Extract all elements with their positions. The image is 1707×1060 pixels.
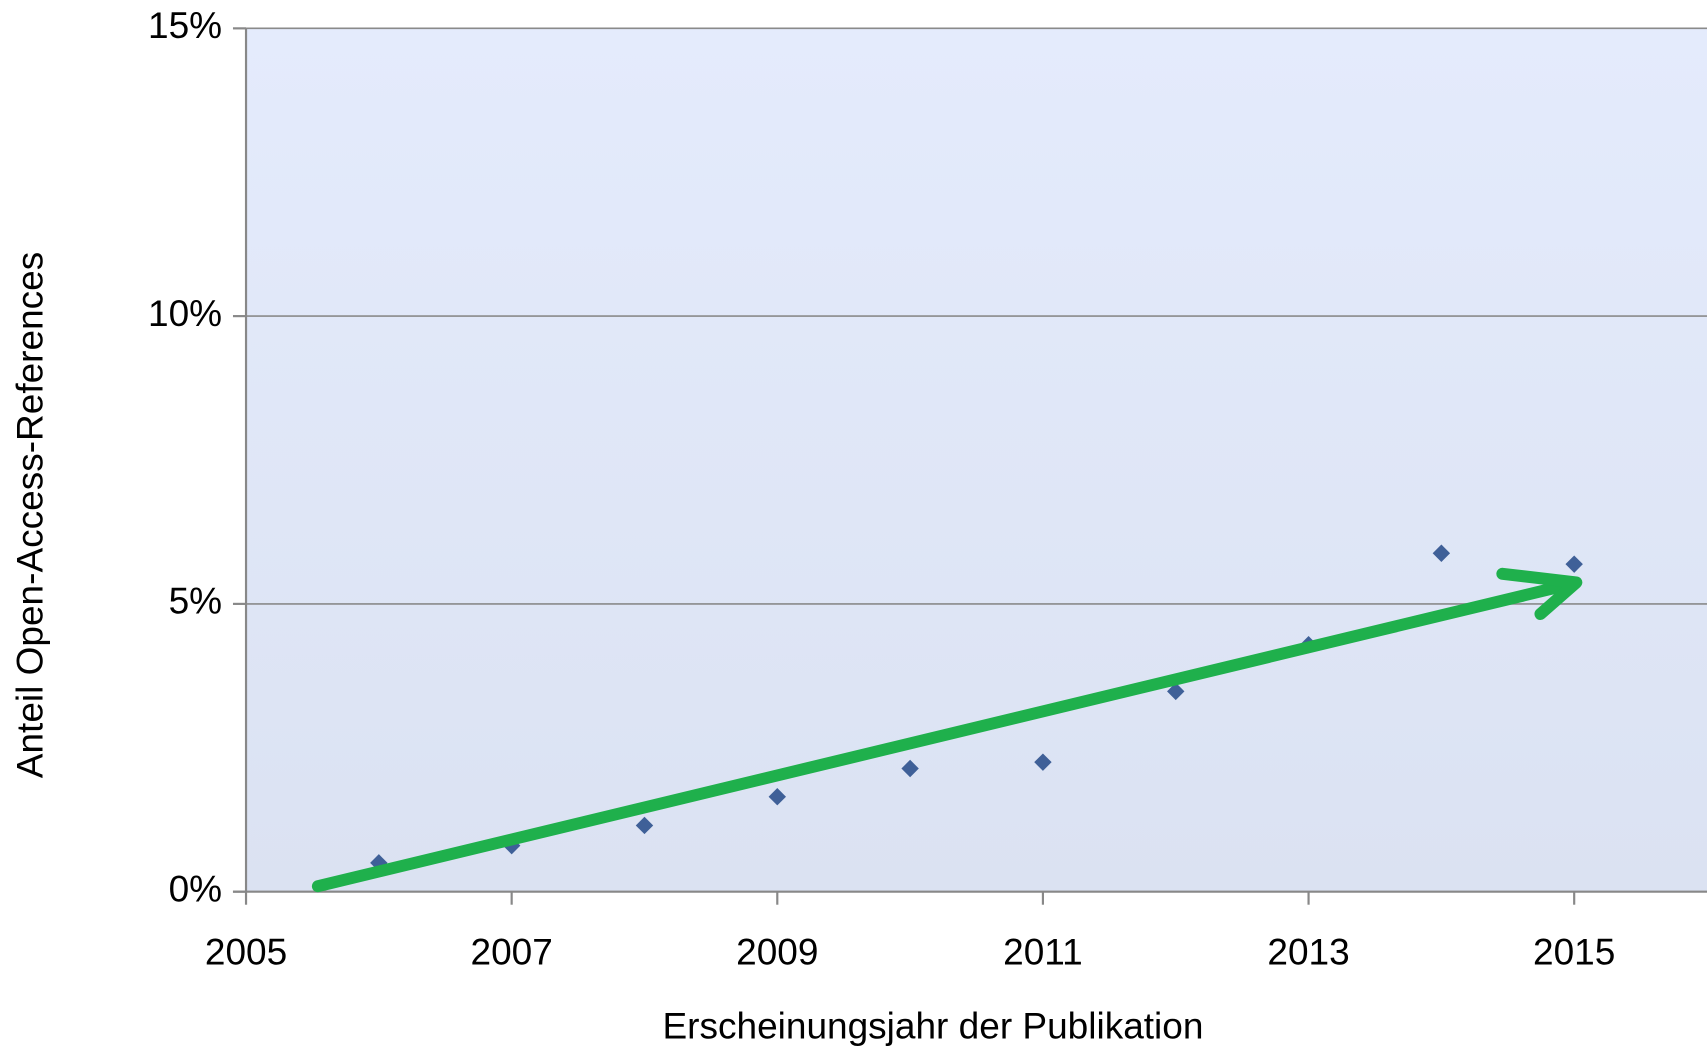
point (1565, 555, 1583, 573)
plot-area (246, 28, 1707, 892)
x-tick-label: 2015 (1533, 931, 1615, 973)
y-tick-label: 10% (148, 292, 222, 334)
y-axis-label: Anteil Open-Access-References (8, 252, 50, 778)
x-tick-label: 2007 (471, 931, 553, 973)
trend-arrow (311, 567, 1583, 893)
x-tick-label: 2009 (736, 931, 818, 973)
y-tick-label: 15% (148, 4, 222, 46)
point (768, 787, 787, 806)
point (1034, 753, 1052, 771)
x-tick-label: 2013 (1267, 931, 1349, 973)
point (1167, 682, 1185, 701)
y-tick-label: 5% (169, 580, 222, 622)
x-axis-label: Erscheinungsjahr der Publikation (663, 1005, 1204, 1047)
point (901, 759, 919, 778)
y-tick-label: 0% (169, 867, 222, 909)
x-tick-label: 2011 (1003, 931, 1083, 973)
x-tick-label: 2005 (205, 931, 287, 973)
point (635, 816, 654, 835)
